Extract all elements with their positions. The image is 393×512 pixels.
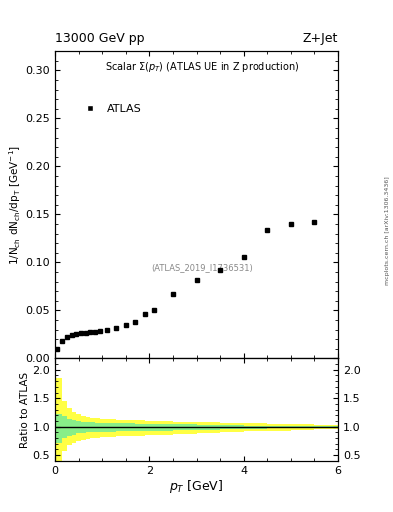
Text: mcplots.cern.ch [arXiv:1306.3436]: mcplots.cern.ch [arXiv:1306.3436] (385, 176, 389, 285)
Y-axis label: Ratio to ATLAS: Ratio to ATLAS (20, 372, 29, 447)
Y-axis label: 1/N$_{\mathrm{ch}}$ dN$_{\mathrm{ch}}$/dp$_{\mathrm{T}}$ [GeV$^{-1}$]: 1/N$_{\mathrm{ch}}$ dN$_{\mathrm{ch}}$/d… (7, 145, 23, 265)
Text: (ATLAS_2019_I1736531): (ATLAS_2019_I1736531) (151, 263, 253, 272)
Text: Z+Jet: Z+Jet (303, 32, 338, 45)
Text: 13000 GeV pp: 13000 GeV pp (55, 32, 145, 45)
Text: Scalar $\Sigma(p_T)$ (ATLAS UE in Z production): Scalar $\Sigma(p_T)$ (ATLAS UE in Z prod… (105, 60, 299, 74)
X-axis label: $p_T$ [GeV]: $p_T$ [GeV] (169, 478, 224, 496)
Legend: ATLAS: ATLAS (75, 100, 146, 119)
